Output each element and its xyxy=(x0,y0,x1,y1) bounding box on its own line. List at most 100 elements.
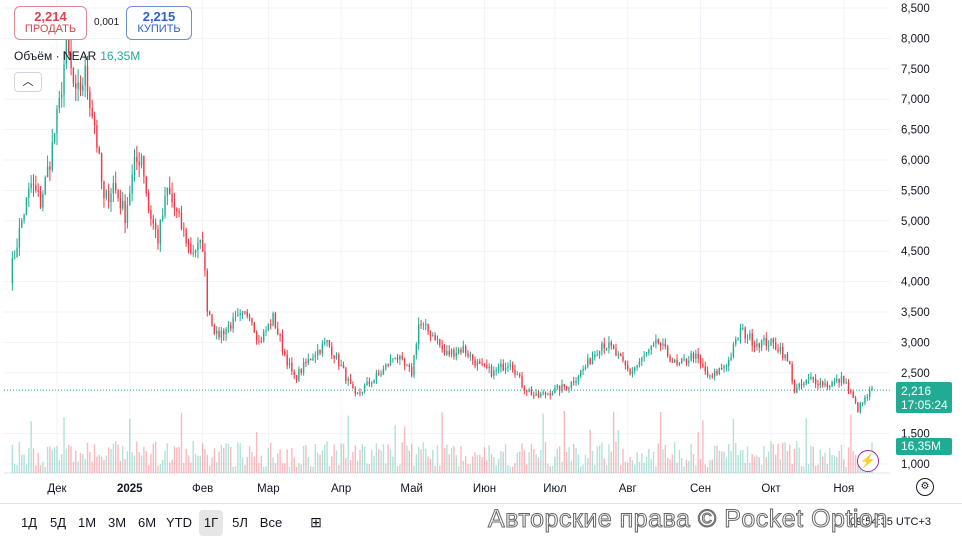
candle-body xyxy=(56,108,58,134)
candle-body xyxy=(758,343,760,348)
candle-body xyxy=(671,361,674,363)
volume-bar xyxy=(401,442,403,473)
candle-body xyxy=(420,324,422,326)
candle-body xyxy=(448,351,450,355)
candle-body xyxy=(871,387,873,391)
candle-body xyxy=(208,311,211,315)
volume-bar xyxy=(246,456,248,473)
y-tick-label: 7,500 xyxy=(901,64,930,76)
volume-bar xyxy=(643,462,645,473)
candle-body xyxy=(829,386,831,388)
volume-bar xyxy=(617,430,620,473)
timeframe-button[interactable]: 1Г xyxy=(199,510,223,536)
candle-body xyxy=(316,349,319,356)
candle-body xyxy=(82,85,84,91)
candle-body xyxy=(295,375,298,381)
volume-bar xyxy=(434,465,436,473)
volume-bar xyxy=(70,446,72,473)
volume-bar xyxy=(791,464,793,473)
candle-body xyxy=(408,365,410,367)
volume-bar xyxy=(544,442,547,473)
candle-body xyxy=(439,339,441,346)
candle-body xyxy=(347,378,349,381)
buy-price: 2,215 xyxy=(142,9,176,24)
volume-bar xyxy=(704,464,706,473)
volume-bar xyxy=(345,457,347,473)
candle-body xyxy=(455,352,457,357)
volume-bar xyxy=(150,453,152,473)
candle-body xyxy=(197,242,199,251)
candle-body xyxy=(636,365,638,368)
volume-bar xyxy=(556,448,558,473)
volume-bar xyxy=(368,464,371,473)
volume-bar xyxy=(389,449,392,473)
timeframe-button[interactable]: 1Д xyxy=(20,515,38,530)
candle-body xyxy=(262,331,265,342)
volume-bar xyxy=(18,442,21,473)
volume-bar xyxy=(232,466,234,473)
price-chart[interactable]: 8,500 8,000 7,500 7,000 6,500 6,000 5,500 5,000… xyxy=(0,0,962,503)
candle-body xyxy=(854,397,857,403)
volume-bar xyxy=(497,458,500,473)
candle-body xyxy=(601,343,603,352)
volume-bar xyxy=(760,464,763,473)
volume-bar xyxy=(746,446,749,473)
candle-body xyxy=(760,340,763,348)
timeframe-button[interactable]: Все xyxy=(259,515,283,530)
timeframe-button[interactable]: 5Л xyxy=(232,515,248,530)
volume-bar xyxy=(664,444,667,473)
volume-bar xyxy=(584,454,587,473)
candle-body xyxy=(352,383,354,389)
candle-body xyxy=(591,357,594,364)
volume-bar xyxy=(354,445,356,473)
gear-icon[interactable]: ⚙ xyxy=(916,478,934,496)
candle-body xyxy=(432,335,434,337)
buy-label: КУПИТЬ xyxy=(137,23,181,35)
volume-bar xyxy=(469,464,472,473)
volume-bar xyxy=(417,446,420,473)
volume-bar xyxy=(561,461,563,473)
timeframe-button[interactable]: YTD xyxy=(166,515,192,530)
candle-body xyxy=(284,351,286,355)
candle-body xyxy=(253,322,255,333)
volume-bar xyxy=(598,445,601,473)
candle-body xyxy=(472,354,474,360)
volume-bar xyxy=(582,464,584,473)
volume-bar xyxy=(185,448,187,473)
volume-bar xyxy=(241,457,244,473)
candle-body xyxy=(728,359,730,366)
volume-bar xyxy=(46,447,49,473)
calendar-icon[interactable]: ⊞ xyxy=(310,514,322,530)
timeframe-button[interactable]: 5Д xyxy=(49,515,67,530)
timeframe-button[interactable]: 6М xyxy=(137,515,157,530)
candle-body xyxy=(568,387,570,389)
volume-bar xyxy=(500,451,502,473)
candle-body xyxy=(77,82,79,89)
candle-body xyxy=(53,133,56,143)
candle-body xyxy=(30,183,32,189)
x-tick-label: Авг xyxy=(619,483,637,495)
candle-body xyxy=(246,311,248,317)
candle-body xyxy=(481,363,483,365)
candle-body xyxy=(35,185,37,191)
timeframe-button[interactable]: 3М xyxy=(107,515,127,530)
lightning-icon[interactable]: ⚡ xyxy=(857,450,879,472)
buy-button[interactable]: 2,215 КУПИТЬ xyxy=(126,6,192,40)
candle-body xyxy=(699,358,702,364)
candle-body xyxy=(615,348,617,356)
candle-body xyxy=(112,183,115,194)
candle-body xyxy=(495,370,497,372)
volume-bar xyxy=(681,458,683,473)
timeframe-button[interactable]: 1М xyxy=(77,515,97,530)
volume-bar xyxy=(16,464,18,473)
candle-body xyxy=(270,323,272,326)
volume-bar xyxy=(798,447,800,473)
collapse-legend-button[interactable]: ︿ xyxy=(14,72,42,92)
candle-body xyxy=(805,379,807,384)
sell-button[interactable]: 2,214 ПРОДАТЬ xyxy=(14,6,87,40)
volume-bar xyxy=(117,444,119,473)
y-tick-label: 3,500 xyxy=(901,307,930,319)
volume-bar xyxy=(688,461,690,473)
volume-bar xyxy=(270,442,272,473)
candle-body xyxy=(655,339,657,344)
